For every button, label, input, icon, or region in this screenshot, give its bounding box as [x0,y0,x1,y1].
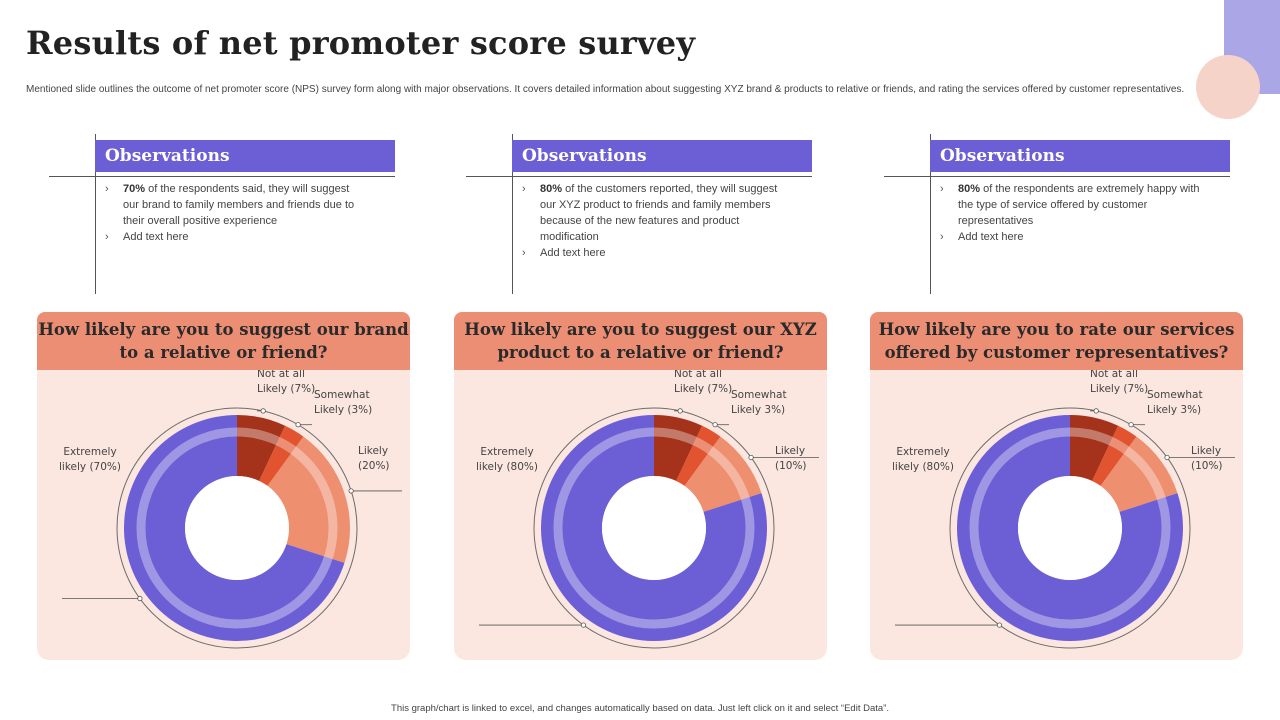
observation-text: Add text here [540,247,606,259]
observation-text: of the respondents said, they will sugge… [123,183,355,227]
slice-likely [684,436,762,512]
observations-panel-1: Observations 70% of the respondents said… [49,134,401,294]
slice-extremely-likely [123,415,345,641]
slice-not-at-all-likely [654,415,703,481]
leader-dot [348,488,354,494]
donut-hole [1018,476,1122,580]
donut-hole [185,476,289,580]
observations-heading: Observations [930,140,1230,172]
slice-somewhat-likely [1092,425,1137,486]
leader-dot [1164,454,1170,461]
leader-dot [137,595,143,602]
divider-horizontal [49,176,395,177]
slice-somewhat-likely [676,425,721,486]
slice-likely [1100,436,1178,512]
label-extremely-likely: Extremely likely (80%) [476,446,538,473]
donut-chart-3: Not at all Likely (7%)Somewhat Likely 3%) L… [892,370,1235,649]
chart-card-3: How likely are you to rate our services … [870,312,1243,660]
leader-dot [260,408,266,414]
label-somewhat-likely: Somewhat Likely 3%) [1147,389,1203,416]
chart-question: How likely are you to suggest our XYZ pr… [454,312,827,370]
outer-ring [116,407,358,649]
observation-item: Add text here [103,229,365,245]
observations-list: 70% of the respondents said, they will s… [103,181,365,245]
observations-panel-2: Observations 80% of the customers report… [466,134,818,294]
label-extremely-likely: Extremely likely (70%) [59,446,121,473]
observations-list: 80% of the customers reported, they will… [520,181,782,261]
label-somewhat-likely: Somewhat Likely 3%) [731,389,787,416]
observation-text: Add text here [958,231,1024,243]
label-likely: Likely (10%) [1191,445,1223,472]
outer-ring [533,407,775,649]
label-not-at-all-likely: Not at all Likely (7%) [257,370,315,395]
slice-somewhat-likely [259,425,304,486]
observation-text: of the respondents are extremely happy w… [958,183,1200,227]
observation-percent: 70% [123,183,146,195]
slice-extremely-likely [541,415,767,641]
observation-item: 70% of the respondents said, they will s… [103,181,365,229]
chart-question: How likely are you to rate our services … [870,312,1243,370]
slice-not-at-all-likely [237,415,286,481]
donut-chart-2: Not at all Likely (7%)Somewhat Likely 3%) L… [476,370,819,649]
page-subtitle: Mentioned slide outlines the outcome of … [26,84,1185,95]
inner-highlight-band [136,427,338,629]
label-likely: Likely (10%) [775,445,807,472]
observations-list: 80% of the respondents are extremely hap… [938,181,1200,245]
leader-dot [580,622,587,628]
chart-question: How likely are you to suggest our brand … [37,312,410,370]
footer-note: This graph/chart is linked to excel, and… [391,703,889,714]
donut-hole [602,476,706,580]
decorative-circle [1196,55,1260,119]
label-somewhat-likely: Somewhat Likely (3%) [314,389,372,416]
leader-dot [712,422,718,428]
observation-percent: 80% [958,183,981,195]
label-not-at-all-likely: Not at all Likely (7%) [674,370,732,395]
leader-dot [996,622,1003,628]
divider-vertical [930,134,931,294]
donut-chart-1: Not at all Likely (7%)Somewhat Likely (3%)… [59,370,402,649]
label-not-at-all-likely: Not at all Likely (7%) [1090,370,1148,395]
divider-horizontal [884,176,1230,177]
observation-item: Add text here [520,245,782,261]
slice-likely [267,436,351,563]
divider-vertical [95,134,96,294]
inner-highlight-band [553,427,755,629]
observation-text: Add text here [123,231,189,243]
observation-item: 80% of the customers reported, they will… [520,181,782,245]
label-likely: Likely (20%) [358,445,390,472]
leader-dot [1128,422,1134,428]
observations-heading: Observations [512,140,812,172]
slice-not-at-all-likely [1070,415,1119,481]
observations-panel-3: Observations 80% of the respondents are … [884,134,1236,294]
label-extremely-likely: Extremely likely (80%) [892,446,954,473]
leader-dot [295,422,301,428]
observation-percent: 80% [540,183,563,195]
divider-vertical [512,134,513,294]
leader-dot [1093,408,1099,414]
observation-text: of the customers reported, they will sug… [540,183,778,243]
outer-ring [949,407,1191,649]
observations-heading: Observations [95,140,395,172]
leader-dot [677,408,683,414]
observation-item: Add text here [938,229,1200,245]
chart-card-2: How likely are you to suggest our XYZ pr… [454,312,827,660]
slice-extremely-likely [957,415,1183,641]
leader-dot [748,454,754,461]
observation-item: 80% of the respondents are extremely hap… [938,181,1200,229]
page-title: Results of net promoter score survey [26,24,696,62]
chart-card-1: How likely are you to suggest our brand … [37,312,410,660]
inner-highlight-band [969,427,1171,629]
divider-horizontal [466,176,812,177]
